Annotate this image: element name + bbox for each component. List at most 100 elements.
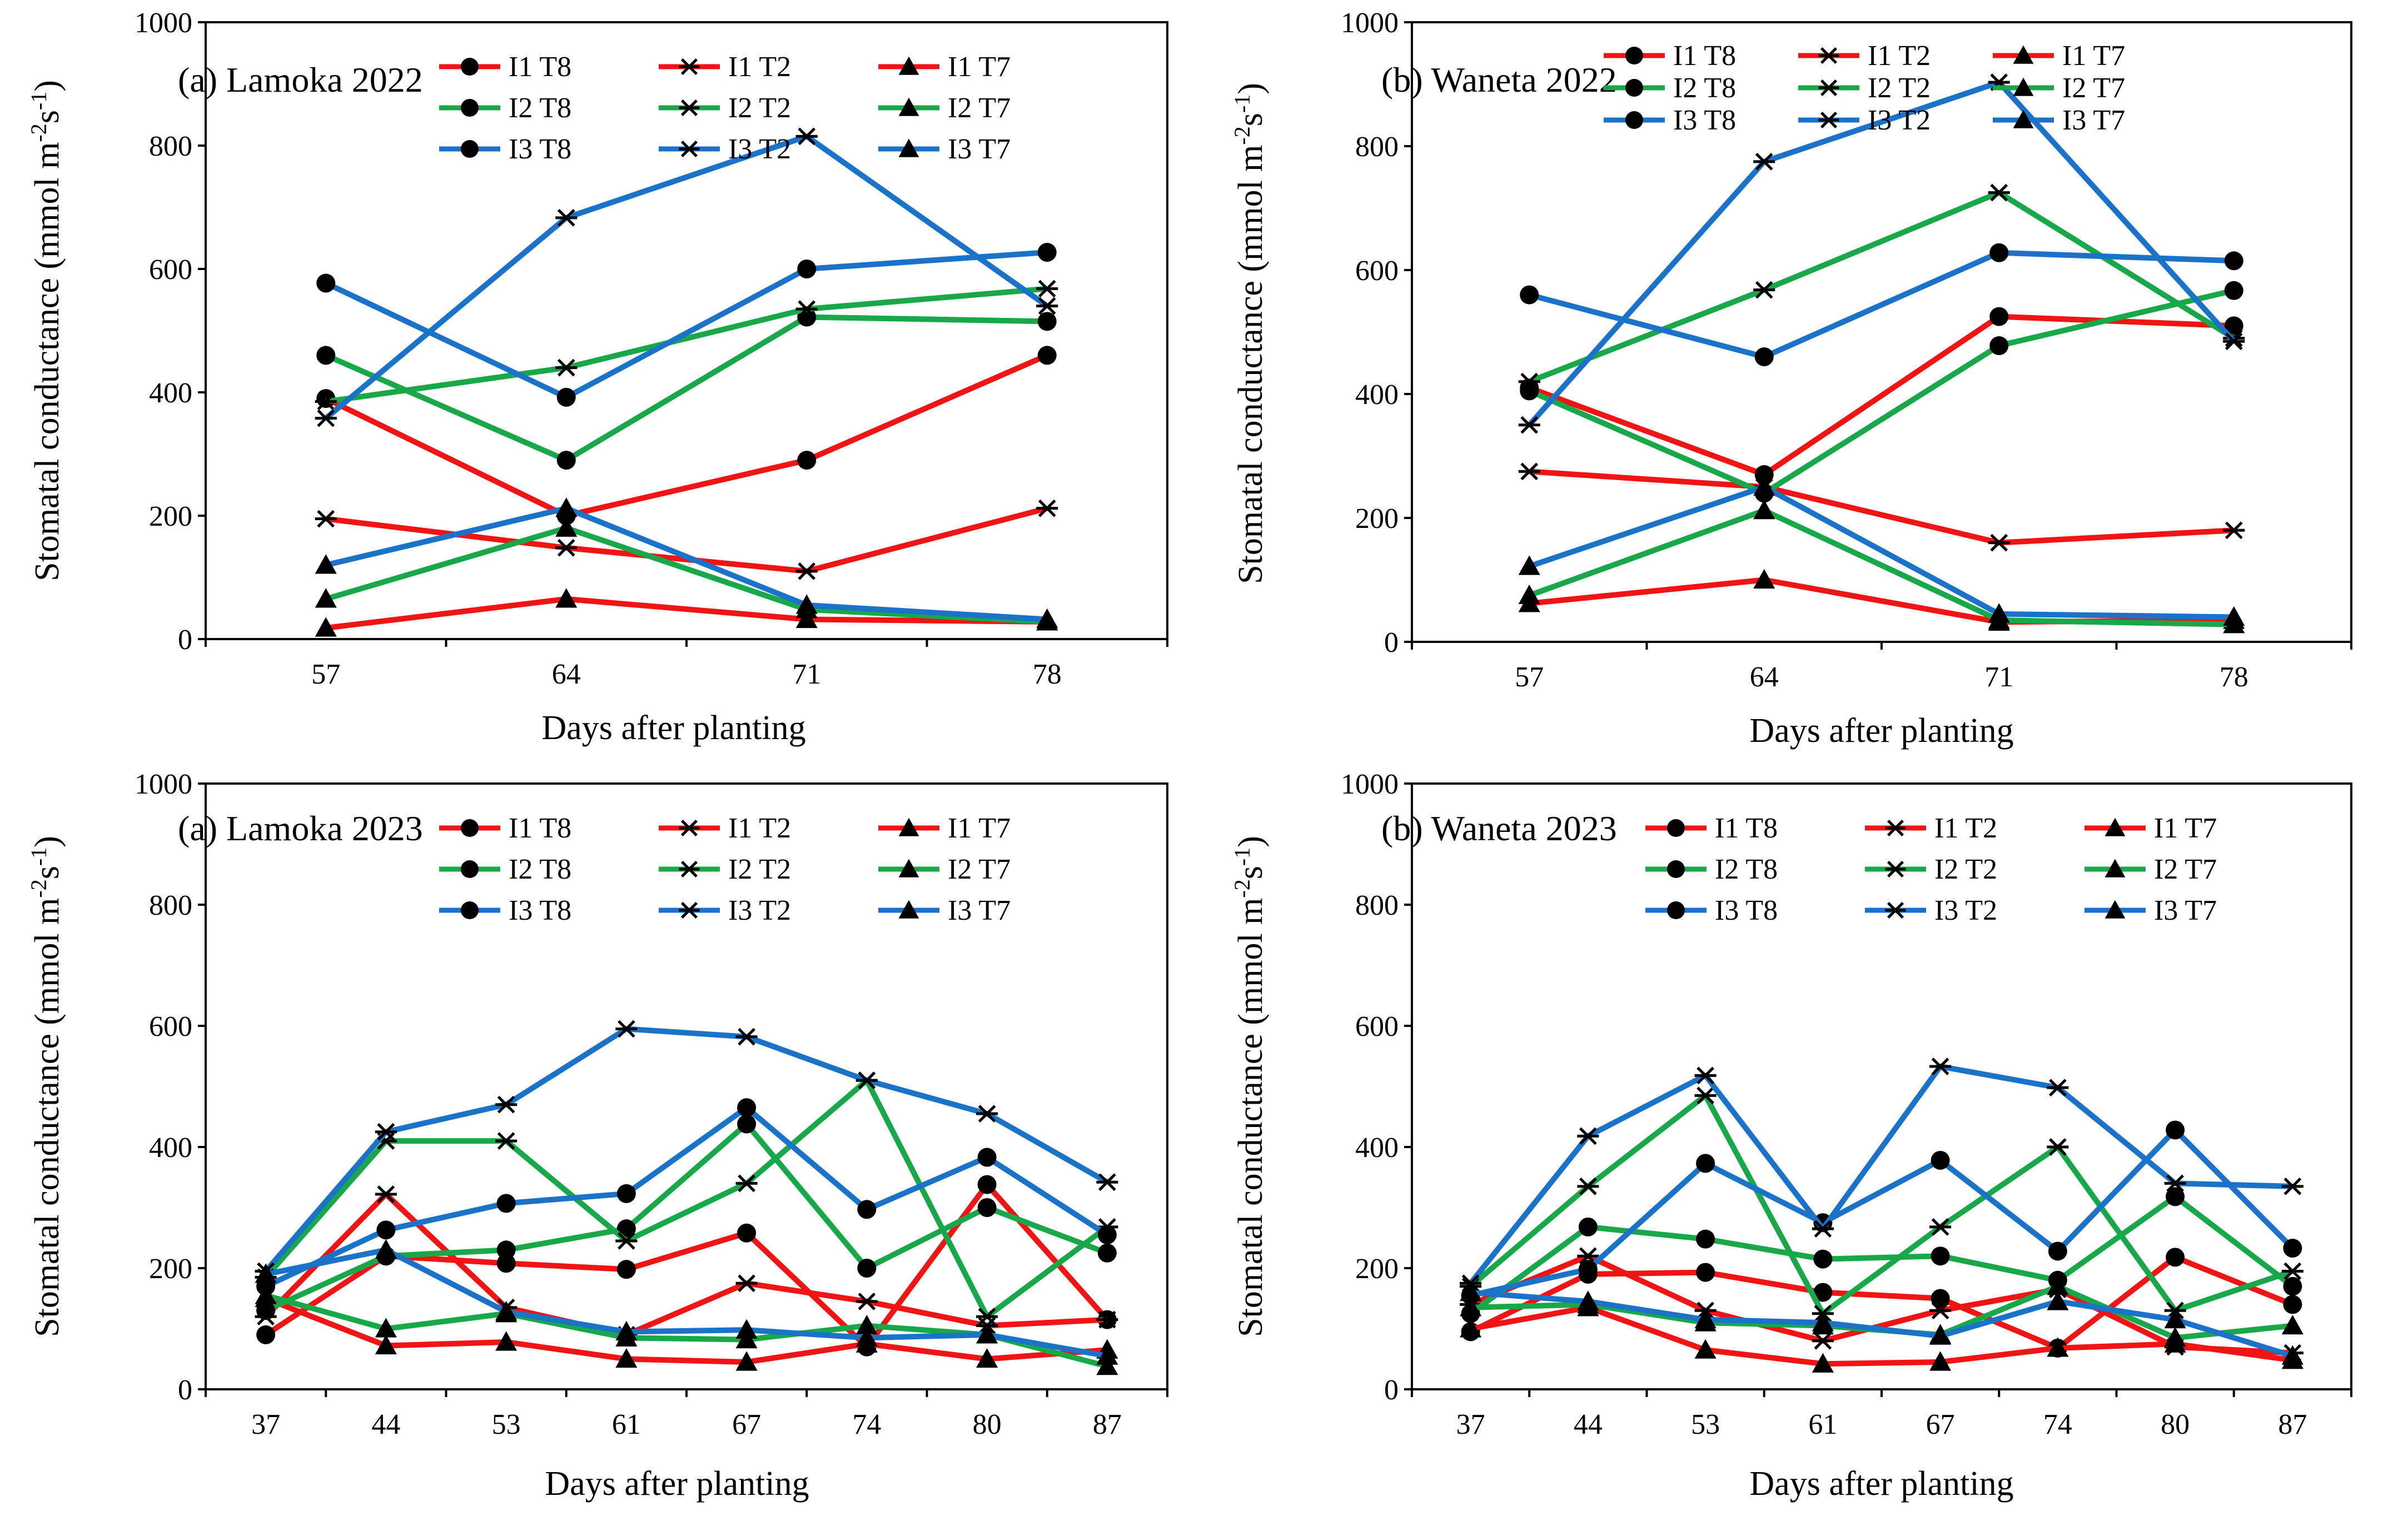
data-point xyxy=(737,1223,757,1243)
series-line xyxy=(1527,79,2236,427)
legend-marker-icon xyxy=(461,140,479,158)
data-point xyxy=(1753,568,1775,589)
data-point xyxy=(2281,1262,2303,1280)
x-tick-label: 78 xyxy=(1033,659,1062,690)
y-tick-label: 400 xyxy=(149,377,192,409)
y-tick-label: 1000 xyxy=(135,7,192,39)
data-point xyxy=(1988,183,2010,202)
panel-title: (b) Waneta 2023 xyxy=(1381,809,1617,848)
legend-label: I1 T2 xyxy=(728,51,791,83)
series-line xyxy=(1469,1194,2295,1316)
data-point xyxy=(1929,1301,1952,1320)
legend-label: I1 T8 xyxy=(1715,812,1778,844)
panel-waneta-2022: (b) Waneta 2022 Days after planting Stom… xyxy=(1230,7,2352,750)
legend-label: I1 T7 xyxy=(2154,812,2217,844)
data-point xyxy=(1812,1331,1834,1350)
data-point xyxy=(556,451,576,470)
data-point xyxy=(495,1331,518,1351)
series-i3t7 xyxy=(315,497,1058,629)
data-point xyxy=(315,392,337,411)
data-point xyxy=(1036,608,1058,629)
data-point xyxy=(1518,416,1540,434)
data-point xyxy=(1578,1260,1598,1279)
data-point xyxy=(316,273,336,293)
series-i1t8 xyxy=(316,346,1057,525)
data-point xyxy=(1696,1263,1715,1282)
legend-label: I2 T2 xyxy=(1868,72,1931,104)
data-point xyxy=(976,1324,998,1344)
legend-marker-icon xyxy=(679,860,700,878)
series-line xyxy=(1529,468,2235,546)
series-i2t2 xyxy=(315,280,1058,411)
data-point xyxy=(315,554,337,574)
y-tick-label: 400 xyxy=(1355,379,1399,411)
data-point xyxy=(375,1334,397,1355)
data-point xyxy=(795,300,818,318)
data-point xyxy=(1931,1150,1950,1170)
series-line xyxy=(265,1121,1108,1313)
data-point xyxy=(795,562,818,580)
series-i3t8 xyxy=(1520,243,2243,367)
data-point xyxy=(2047,1079,2069,1097)
legend-marker-icon xyxy=(2013,77,2034,96)
legend-label: I3 T7 xyxy=(948,895,1011,926)
data-point xyxy=(1577,1127,1599,1145)
data-point xyxy=(1754,347,1774,367)
data-point xyxy=(1753,153,1775,171)
data-point xyxy=(735,1174,758,1193)
legend-marker-icon xyxy=(461,819,479,837)
data-point xyxy=(855,1326,878,1347)
x-axis-label: Days after planting xyxy=(1749,1465,2013,1503)
legend-label: I2 T2 xyxy=(1934,854,1997,885)
data-point xyxy=(735,1274,758,1293)
data-point xyxy=(1036,280,1058,298)
data-point xyxy=(2166,1187,2185,1206)
data-point xyxy=(855,1293,878,1310)
legend-item-i3t7: I3 T7 xyxy=(878,133,1011,165)
y-tick-label: 1000 xyxy=(1341,7,1399,39)
series-line xyxy=(1528,250,2234,360)
data-point xyxy=(615,1232,638,1250)
legend-label: I2 T2 xyxy=(728,92,791,124)
x-tick-label: 61 xyxy=(612,1409,641,1440)
data-point xyxy=(1931,1289,1950,1308)
y-tick-label: 0 xyxy=(178,1374,192,1406)
x-axis-label: Days after planting xyxy=(545,1465,809,1503)
y-tick-label: 200 xyxy=(149,501,192,532)
legend-label: I3 T2 xyxy=(1934,895,1997,926)
legend-item-i3t8: I3 T8 xyxy=(439,895,571,926)
data-point xyxy=(797,260,817,278)
data-point xyxy=(976,1308,998,1326)
legend-label: I2 T7 xyxy=(948,854,1011,885)
data-point xyxy=(2047,1138,2069,1156)
legend-marker-icon xyxy=(898,900,919,919)
data-point xyxy=(2283,1295,2302,1314)
legend-marker-icon xyxy=(898,859,919,877)
y-tick-label: 200 xyxy=(149,1253,192,1285)
panel-lamoka-2022: (a) Lamoka 2022 Days after planting Stom… xyxy=(26,7,1168,747)
data-point xyxy=(977,1148,997,1167)
data-point xyxy=(1578,1217,1598,1236)
y-tick-label: 600 xyxy=(149,254,192,286)
x-tick-label: 78 xyxy=(2220,661,2248,693)
data-point xyxy=(1096,1173,1118,1191)
series-i3t7 xyxy=(1518,476,2245,626)
data-point xyxy=(616,1260,636,1279)
data-point xyxy=(1097,1243,1117,1263)
legend-item-i2t7: I2 T7 xyxy=(878,854,1011,885)
series-line xyxy=(1469,1254,2294,1351)
legend-item-i2t8: I2 T8 xyxy=(439,854,571,885)
data-point xyxy=(2047,1337,2069,1357)
legend-label: I2 T8 xyxy=(1715,854,1778,885)
legend-label: I1 T2 xyxy=(1868,40,1931,72)
data-point xyxy=(615,1348,638,1368)
legend-marker-icon xyxy=(898,56,919,75)
legend-item-i2t2: I2 T2 xyxy=(659,854,791,885)
legend-label: I2 T8 xyxy=(509,92,571,124)
data-point xyxy=(1577,1290,1599,1310)
series-line xyxy=(265,1247,1108,1359)
legend-label: I2 T2 xyxy=(728,854,791,885)
legend-item-i3t8: I3 T8 xyxy=(1604,104,1736,136)
legend-item-i3t7: I3 T7 xyxy=(1993,104,2125,136)
series-line xyxy=(1528,507,2234,627)
